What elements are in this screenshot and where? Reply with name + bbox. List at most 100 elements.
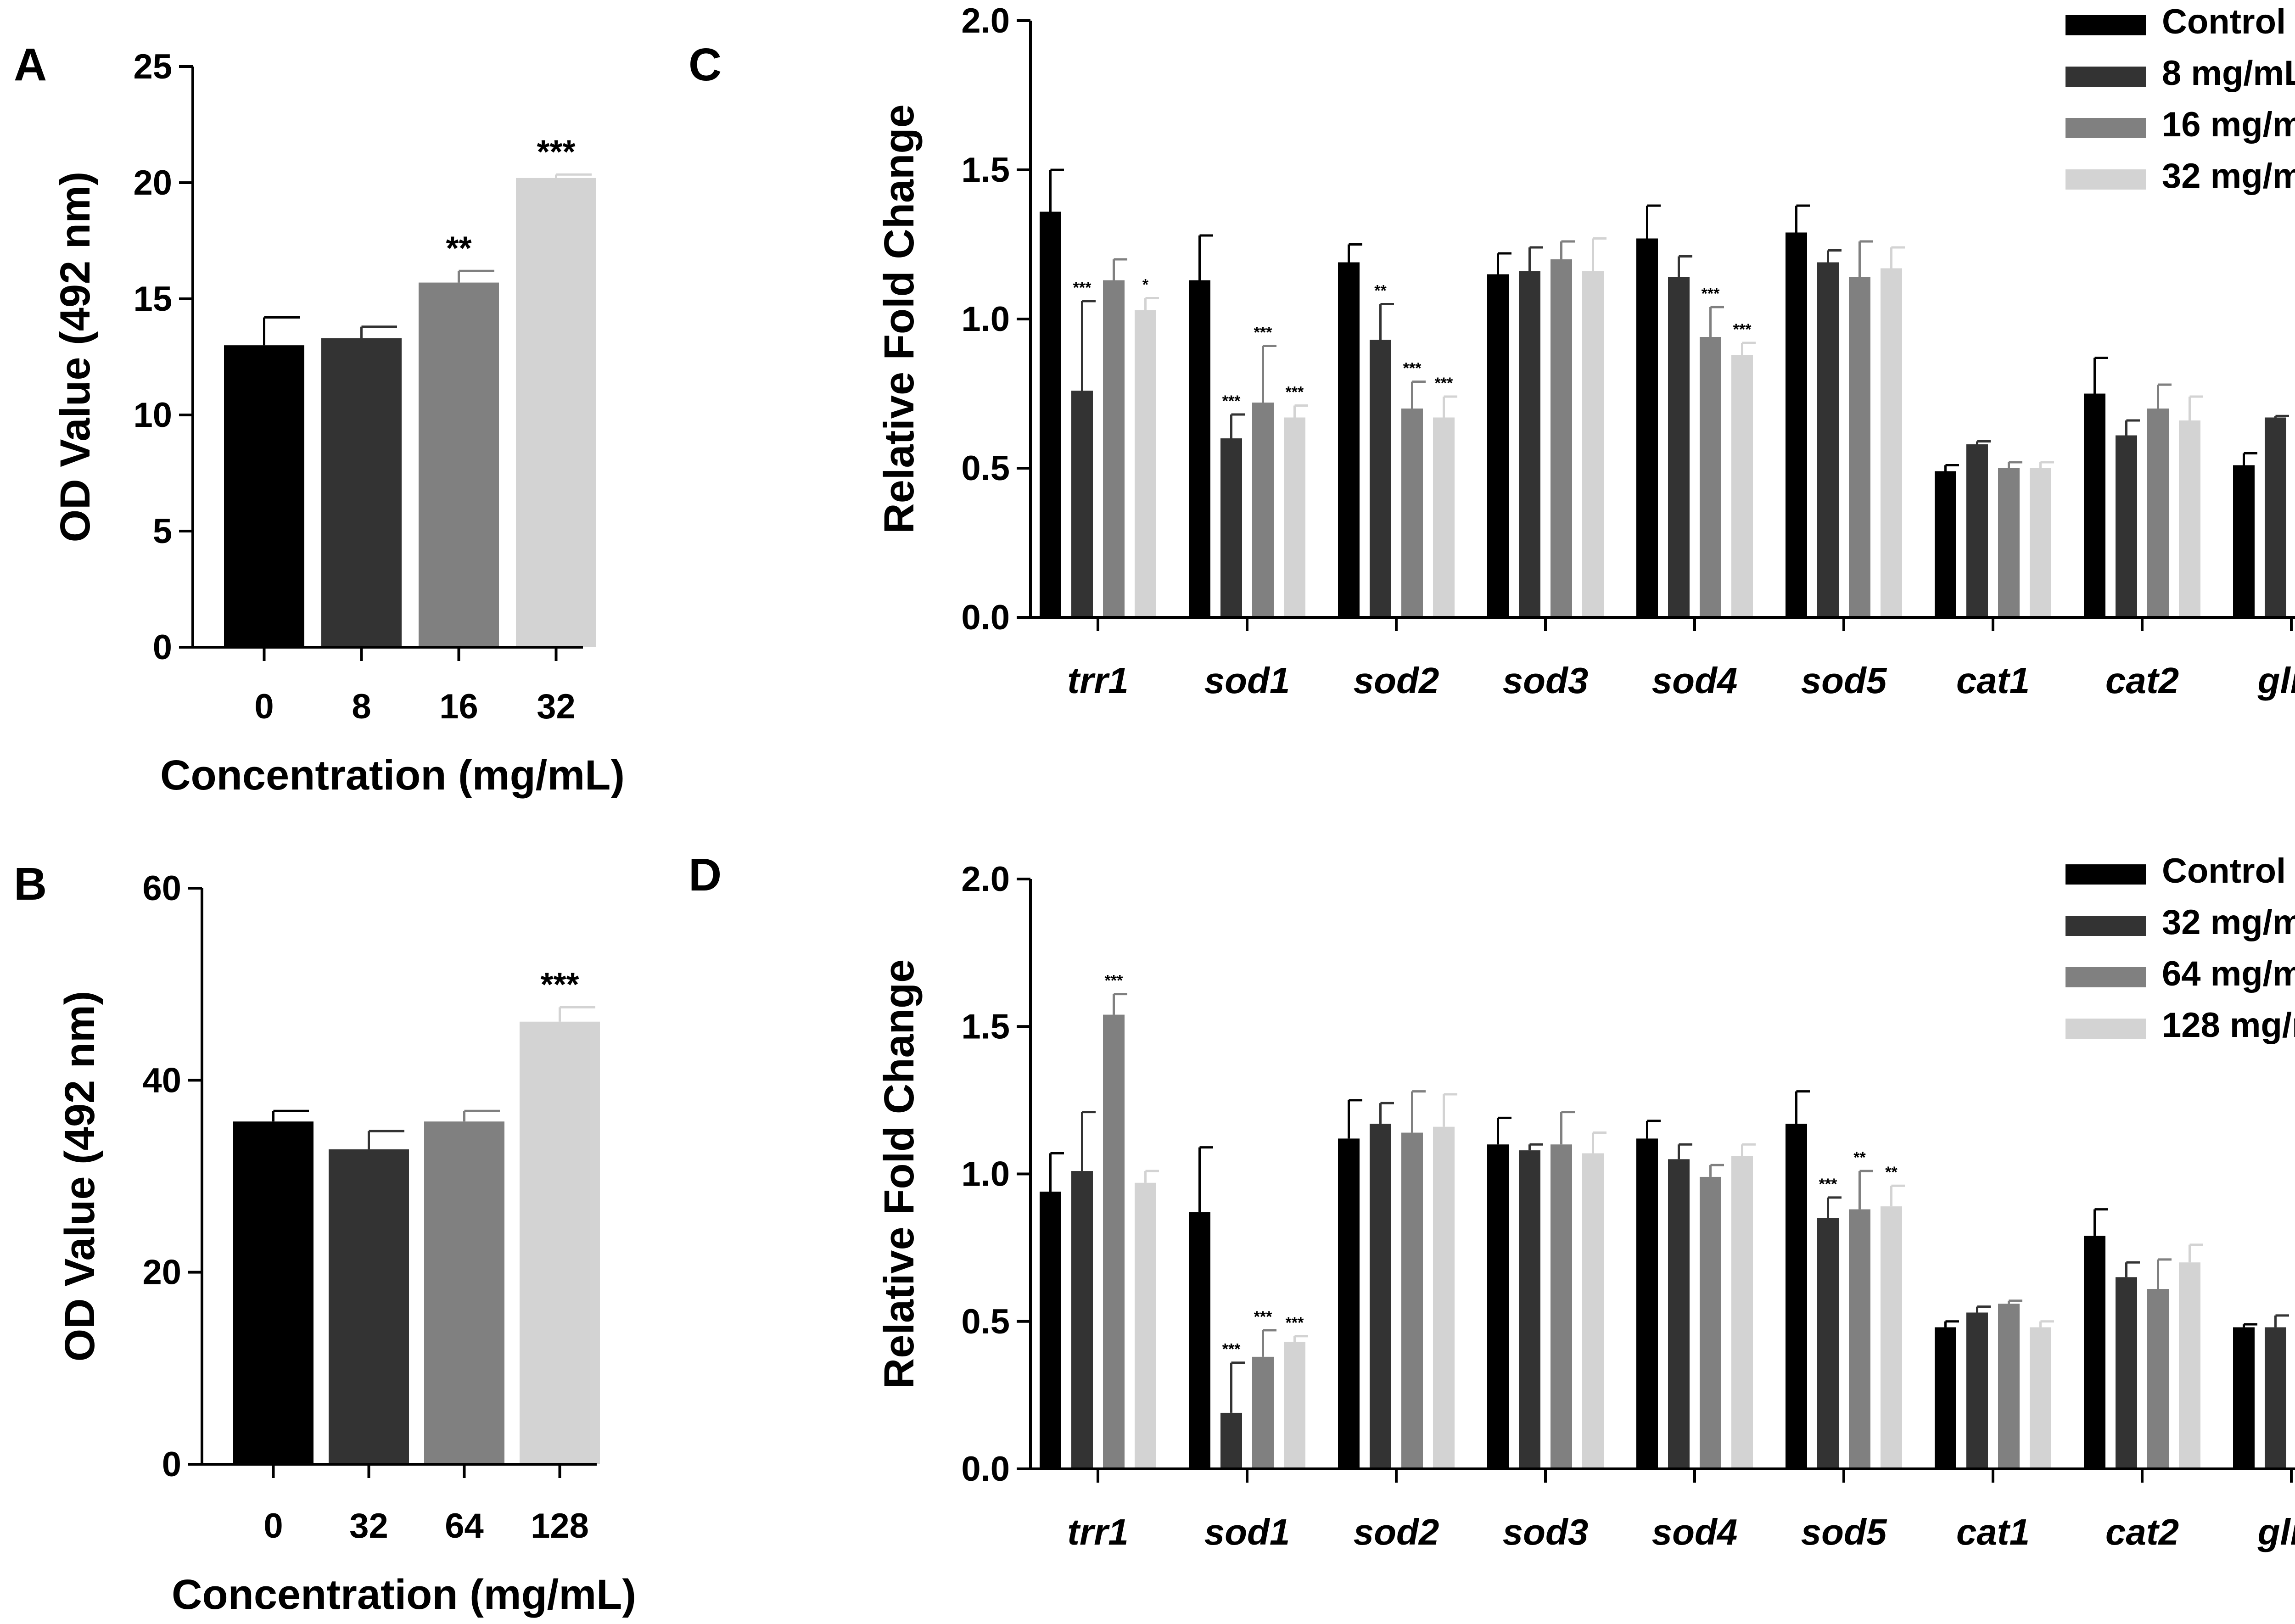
panel-c-bar — [1189, 280, 1210, 617]
panel-c-bar — [2233, 465, 2255, 617]
panel-c-significance-label: *** — [1435, 375, 1453, 392]
panel-d-significance-label: *** — [1819, 1176, 1837, 1193]
panel-c-legend-swatch — [2066, 15, 2146, 35]
panel-c-bar — [1103, 280, 1125, 617]
panel-d-group: D 0.0 0.5 1.0 1.5 2.0 Relative Fold Change *** t… — [688, 849, 2295, 1552]
panel-c-bar — [2084, 393, 2105, 617]
panel-d-gene-label: sod5 — [1801, 1512, 1887, 1552]
panel-c-bar — [1401, 409, 1423, 617]
panel-c-bar — [1935, 471, 1956, 617]
panel-b-ytick-label: 0 — [162, 1445, 181, 1484]
panel-c-ytick-label: 1.0 — [961, 300, 1010, 339]
panel-c-gene-label: sod1 — [1204, 660, 1290, 701]
panel-d-significance-label: *** — [1222, 1341, 1241, 1358]
panel-b-bar — [424, 1121, 504, 1464]
panel-a-bar — [224, 345, 304, 647]
panel-a-significance-label: ** — [446, 230, 471, 267]
panel-a-xtick-label: 32 — [537, 687, 576, 726]
panel-d-significance-label: *** — [1286, 1314, 1304, 1332]
panel-d-bar — [1849, 1209, 1870, 1469]
panel-d-bar — [2116, 1277, 2137, 1469]
panel-a-group: A 0 5 10 15 20 25 OD Value (492 nm) 0 8 16 ** 32 *** C… — [14, 39, 625, 799]
panel-a-letter: A — [14, 39, 47, 90]
panel-b-y-axis-title: OD Value (492 nm) — [56, 991, 103, 1362]
panel-d-bar — [1519, 1150, 1540, 1469]
panel-c-significance-label: * — [1142, 276, 1149, 294]
panel-d-gene-label: trr1 — [1067, 1512, 1128, 1552]
panel-d-gene-label: sod4 — [1652, 1512, 1738, 1552]
panel-c-legend-swatch — [2066, 67, 2146, 87]
panel-d-bar — [2030, 1327, 2051, 1469]
panel-a-xtick-label: 8 — [352, 687, 371, 726]
panel-c-legend-swatch — [2066, 169, 2146, 190]
panel-a-ytick-label: 5 — [153, 512, 172, 551]
panel-d-bar — [1284, 1342, 1305, 1469]
panel-c-legend-label: Control — [2162, 2, 2286, 41]
panel-c-bar — [1786, 232, 1807, 617]
panel-c-bar — [1966, 444, 1988, 617]
panel-a-ytick-label: 0 — [153, 628, 172, 667]
panel-c-bar — [1071, 391, 1093, 617]
panel-a-bar — [419, 282, 499, 647]
panel-d-legend-label: Control — [2162, 851, 2286, 890]
panel-c-bar — [1370, 340, 1391, 617]
panel-c-significance-label: *** — [1733, 321, 1752, 338]
panel-d-bar — [1881, 1206, 1902, 1469]
panel-d-bar — [1071, 1171, 1093, 1469]
panel-b-bar — [329, 1149, 409, 1464]
panel-c-bar — [1582, 271, 1604, 617]
panel-c-bar — [1338, 262, 1360, 617]
panel-d-bar — [1551, 1144, 1572, 1469]
panel-c-gene-label: sod2 — [1354, 660, 1439, 701]
panel-c-bar — [1252, 403, 1274, 617]
panel-d-bar — [2084, 1236, 2105, 1469]
panel-d-bar — [1040, 1192, 1061, 1469]
panel-d-ytick-label: 1.0 — [961, 1155, 1010, 1194]
panel-b-x-axis-title: Concentration (mg/mL) — [172, 1571, 636, 1618]
panel-b-letter: B — [14, 858, 47, 910]
panel-b-xtick-label: 64 — [445, 1506, 484, 1546]
panel-d-ytick-label: 0.0 — [961, 1450, 1010, 1489]
panel-c-legend-label: 8 mg/mL — [2162, 54, 2295, 93]
panel-a-significance-label: *** — [537, 134, 575, 170]
panel-b-significance-label: *** — [540, 966, 579, 1003]
panel-c-bar — [1284, 417, 1305, 617]
panel-d-legend-swatch — [2066, 967, 2146, 987]
panel-c-bar — [1487, 274, 1509, 617]
panel-c-gene-label: trr1 — [1067, 660, 1128, 701]
panel-d-legend-label: 64 mg/mL — [2162, 954, 2295, 993]
panel-d-bar — [2147, 1289, 2169, 1469]
panel-c-bar — [2116, 435, 2137, 617]
panel-a-bar — [321, 338, 402, 647]
panel-c-gene-label: glr1 — [2257, 660, 2295, 701]
panel-c-bar — [1731, 355, 1753, 617]
panel-c-bar — [2179, 420, 2200, 617]
panel-c-bar — [2265, 417, 2286, 617]
panel-b-xtick-label: 32 — [349, 1506, 388, 1546]
panel-d-bar — [1636, 1138, 1658, 1469]
panel-c-bar — [2030, 468, 2051, 617]
panel-d-bar — [1370, 1124, 1391, 1469]
panel-c-ytick-label: 0.5 — [961, 449, 1010, 488]
panel-d-bar — [1817, 1218, 1839, 1469]
panel-d-bar — [1103, 1014, 1125, 1469]
panel-c-bar — [1849, 277, 1870, 617]
panel-d-bar — [1731, 1156, 1753, 1469]
panel-d-bar — [1998, 1304, 2020, 1469]
panel-d-legend-label: 128 mg/mL — [2162, 1006, 2295, 1045]
panel-c-bar — [1135, 310, 1156, 617]
panel-a-y-axis-title: OD Value (492 nm) — [52, 172, 99, 543]
panel-b-group: B 0 20 40 60 OD Value (492 nm) 0 32 64 128 *** Conc… — [14, 858, 636, 1618]
panel-d-significance-label: *** — [1254, 1308, 1272, 1326]
panel-c-bar — [2147, 409, 2169, 617]
panel-c-bar — [1636, 238, 1658, 617]
panel-d-significance-label: ** — [1853, 1149, 1866, 1166]
panel-c-ytick-label: 0.0 — [961, 598, 1010, 637]
panel-b-bar — [233, 1121, 313, 1464]
panel-c-significance-label: *** — [1403, 360, 1422, 377]
panel-c-bar — [1817, 262, 1839, 617]
panel-d-bar — [2265, 1327, 2286, 1469]
panel-a-ytick-label: 15 — [133, 280, 172, 319]
